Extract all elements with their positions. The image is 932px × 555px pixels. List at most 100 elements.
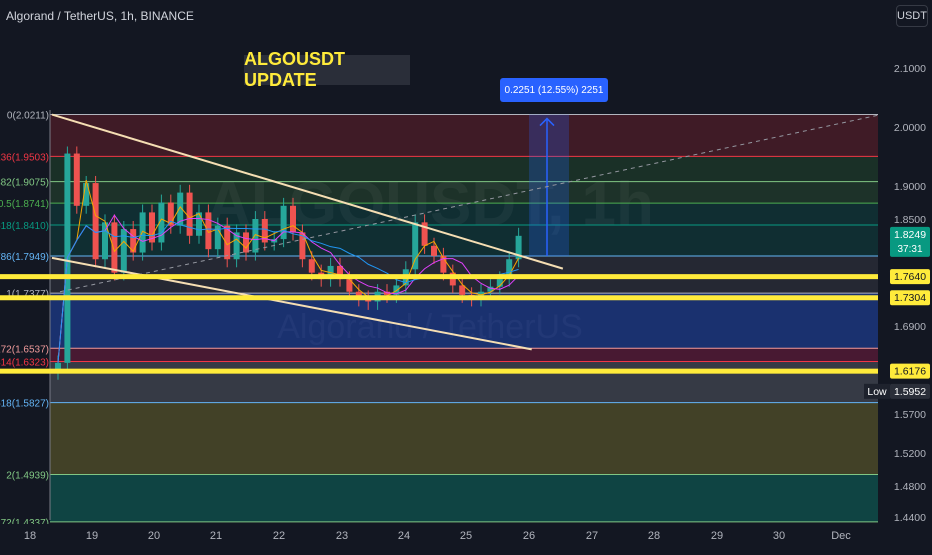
x-tick-label: 25 bbox=[460, 530, 472, 542]
y-tick-label: 2.0000 bbox=[894, 122, 926, 134]
x-tick-label: 19 bbox=[86, 530, 98, 542]
measure-arrow-head bbox=[539, 117, 555, 127]
price-badge-countdown: 37:31 bbox=[897, 244, 922, 255]
fib-label: 786(1.7949) bbox=[0, 252, 49, 263]
candle-body bbox=[196, 212, 202, 236]
fib-label: 382(1.9075) bbox=[0, 178, 49, 189]
price-badge-value: 1.5952 bbox=[894, 386, 926, 398]
candle-body bbox=[83, 183, 90, 206]
price-badge-value: 1.7640 bbox=[894, 271, 926, 283]
fib-band bbox=[50, 156, 878, 182]
candle-body bbox=[102, 222, 108, 260]
price-badge bbox=[890, 363, 930, 379]
fib-band bbox=[50, 361, 878, 403]
x-tick-label: 28 bbox=[648, 530, 660, 542]
price-badge bbox=[890, 383, 930, 399]
y-tick-label: 1.5200 bbox=[894, 448, 926, 460]
x-tick-label: 26 bbox=[523, 530, 535, 542]
wedge-trendline bbox=[51, 256, 532, 351]
fib-band bbox=[50, 348, 878, 362]
y-tick-label: 1.8500 bbox=[894, 214, 926, 226]
price-badge-value: 1.6176 bbox=[894, 366, 926, 378]
fib-band bbox=[50, 181, 878, 204]
candle-body bbox=[73, 153, 80, 206]
candle-body bbox=[167, 202, 174, 226]
low-tag-label: Low bbox=[867, 386, 887, 398]
candle-body bbox=[515, 235, 522, 260]
fib-label: 0.5(1.8741) bbox=[0, 199, 49, 210]
candle-body bbox=[431, 245, 437, 256]
x-tick-label: 27 bbox=[586, 530, 598, 542]
fib-band bbox=[50, 114, 878, 157]
candle-body bbox=[92, 183, 99, 260]
watermark-name: Algorand / TetherUS bbox=[277, 308, 583, 346]
candle-body bbox=[224, 225, 231, 260]
time-axis-bg bbox=[0, 524, 932, 550]
price-badge-value: 1.7304 bbox=[894, 292, 926, 304]
support-level-line bbox=[0, 295, 878, 301]
candle-body bbox=[440, 255, 447, 273]
candle-body bbox=[243, 232, 249, 253]
measure-box bbox=[529, 114, 569, 256]
candle-body bbox=[55, 362, 61, 369]
fib-band bbox=[50, 293, 878, 349]
y-tick-label: 2.1000 bbox=[894, 63, 926, 75]
candle-body bbox=[487, 286, 494, 292]
candle-body bbox=[261, 219, 268, 243]
candle-body bbox=[308, 259, 315, 273]
price-badge bbox=[890, 269, 930, 285]
candle-body bbox=[459, 285, 466, 295]
fib-label: 272(1.6537) bbox=[0, 344, 49, 355]
fib-label: 618(1.5827) bbox=[0, 399, 49, 410]
fib-band bbox=[50, 203, 878, 226]
fib-label: 0(2.0211) bbox=[7, 111, 49, 122]
low-tag bbox=[864, 383, 890, 399]
candle-body bbox=[355, 291, 362, 298]
x-tick-label: Dec bbox=[831, 530, 851, 542]
candle-body bbox=[506, 259, 513, 280]
candle-body bbox=[421, 222, 428, 246]
candle-body bbox=[120, 229, 127, 273]
y-tick-label: 1.4400 bbox=[894, 512, 926, 524]
update-title: ALGOUSDT UPDATE bbox=[244, 49, 410, 90]
symbol-header: Algorand / TetherUS, 1h, BINANCE bbox=[6, 9, 194, 23]
fib-label: 236(1.9503) bbox=[0, 152, 49, 163]
x-tick-label: 30 bbox=[773, 530, 785, 542]
x-tick-label: 20 bbox=[148, 530, 160, 542]
candle-body bbox=[299, 232, 306, 260]
y-tick-label: 1.9000 bbox=[894, 181, 926, 193]
price-badge-value: 1.8249 bbox=[894, 229, 926, 241]
candle-body bbox=[186, 192, 193, 236]
candle-body bbox=[252, 219, 259, 253]
candle-body bbox=[496, 279, 503, 287]
wedge-trendline bbox=[51, 113, 564, 270]
candle-body bbox=[149, 212, 155, 243]
candle-body bbox=[214, 225, 221, 250]
fib-band bbox=[50, 474, 878, 522]
price-badge bbox=[890, 226, 930, 257]
candle-body bbox=[177, 192, 184, 226]
candle-body bbox=[158, 202, 165, 243]
fib-band bbox=[50, 225, 878, 256]
fib-band bbox=[50, 402, 878, 475]
candle-body bbox=[290, 205, 296, 233]
candle-body bbox=[412, 222, 419, 270]
y-tick-label: 1.6900 bbox=[894, 321, 926, 333]
x-tick-label: 22 bbox=[273, 530, 285, 542]
support-level-line bbox=[0, 368, 878, 374]
x-tick-label: 21 bbox=[210, 530, 222, 542]
support-level-line bbox=[0, 274, 878, 280]
candle-body bbox=[205, 212, 212, 250]
fib-label: 618(1.8410) bbox=[0, 221, 49, 232]
candle-body bbox=[346, 279, 353, 292]
x-tick-label: 23 bbox=[336, 530, 348, 542]
y-tick-label: 1.4800 bbox=[894, 481, 926, 493]
moving-average-line bbox=[57, 179, 520, 363]
candle-body bbox=[130, 229, 137, 253]
projection-line bbox=[59, 114, 879, 293]
currency-button[interactable]: USDT bbox=[896, 5, 928, 27]
fib-label: 414(1.6323) bbox=[0, 357, 49, 368]
fib-label: 2(1.4939) bbox=[6, 471, 49, 482]
price-badge bbox=[890, 290, 930, 306]
